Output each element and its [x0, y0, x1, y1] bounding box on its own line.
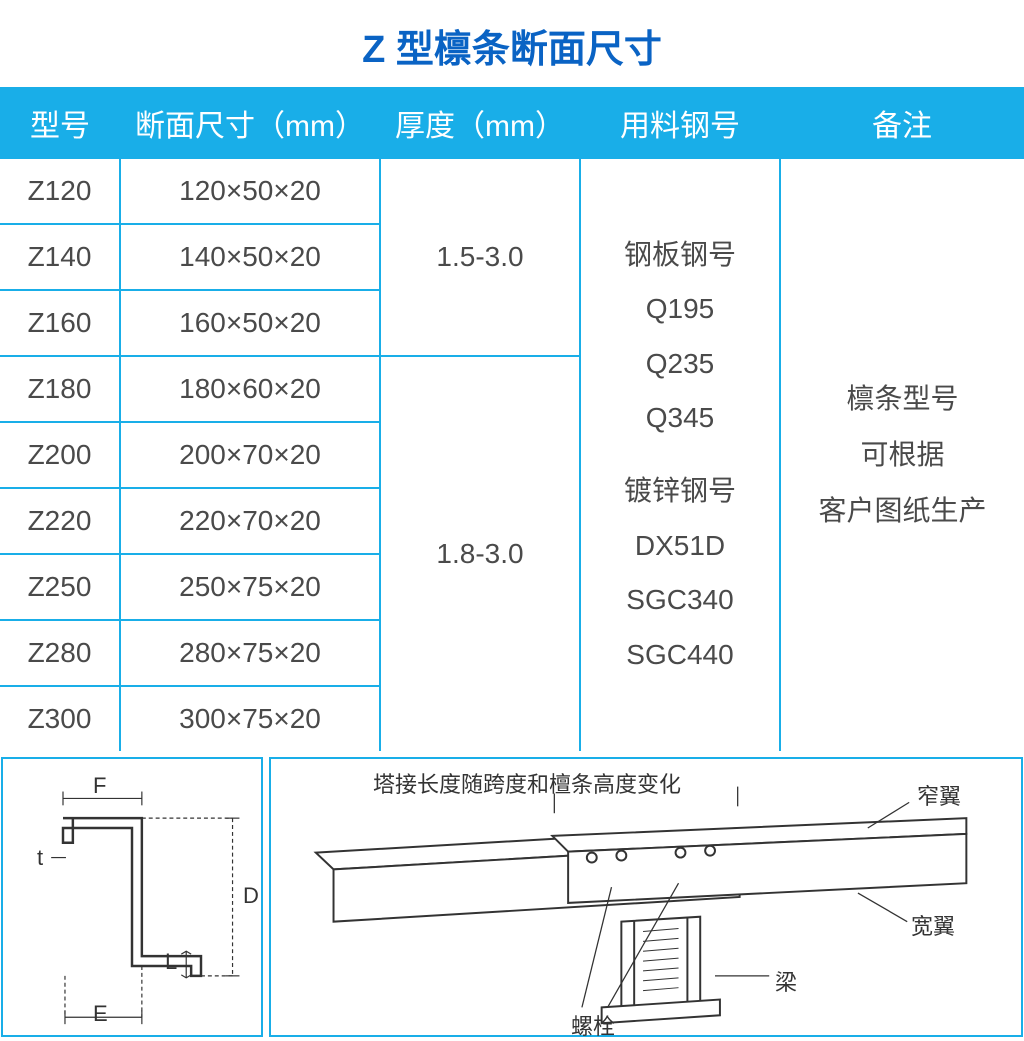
label-wide-flange: 宽翼: [911, 909, 955, 941]
label-L: L: [165, 949, 177, 975]
th-remarks: 备注: [780, 87, 1024, 159]
table-header-row: 型号 断面尺寸（mm） 厚度（mm） 用料钢号 备注: [0, 87, 1024, 159]
cell-dimensions: 160×50×20: [120, 290, 380, 356]
cell-model: Z120: [0, 159, 120, 224]
label-bolt: 螺栓: [571, 1009, 615, 1041]
cell-model: Z280: [0, 620, 120, 686]
label-D: D: [243, 883, 259, 909]
th-steel: 用料钢号: [580, 87, 780, 159]
cell-model: Z250: [0, 554, 120, 620]
cell-dimensions: 280×75×20: [120, 620, 380, 686]
table-row: Z120120×50×201.5-3.0钢板钢号Q195Q235Q345镀锌钢号…: [0, 159, 1024, 224]
spec-table: 型号 断面尺寸（mm） 厚度（mm） 用料钢号 备注 Z120120×50×20…: [0, 87, 1024, 751]
cell-remarks: 檩条型号可根据客户图纸生产: [780, 159, 1024, 751]
label-beam: 梁: [775, 965, 797, 997]
cell-thickness: 1.5-3.0: [380, 159, 580, 356]
cell-dimensions: 220×70×20: [120, 488, 380, 554]
cell-model: Z180: [0, 356, 120, 422]
label-narrow-flange: 窄翼: [917, 779, 961, 811]
cell-dimensions: 140×50×20: [120, 224, 380, 290]
cell-dimensions: 180×60×20: [120, 356, 380, 422]
assembly-title: 塔接长度随跨度和檀条高度变化: [373, 767, 681, 799]
cell-dimensions: 300×75×20: [120, 686, 380, 751]
label-E: E: [93, 1001, 108, 1027]
cell-model: Z220: [0, 488, 120, 554]
th-model: 型号: [0, 87, 120, 159]
label-F: F: [93, 773, 106, 799]
th-dimensions: 断面尺寸（mm）: [120, 87, 380, 159]
assembly-diagram: 塔接长度随跨度和檀条高度变化 窄翼 宽翼 梁 螺栓: [269, 757, 1023, 1037]
cell-dimensions: 200×70×20: [120, 422, 380, 488]
cell-dimensions: 250×75×20: [120, 554, 380, 620]
cell-model: Z140: [0, 224, 120, 290]
section-diagram: F t D L E: [1, 757, 263, 1037]
label-t: t: [37, 845, 43, 871]
cell-steel-grades: 钢板钢号Q195Q235Q345镀锌钢号DX51DSGC340SGC440: [580, 159, 780, 751]
cell-model: Z200: [0, 422, 120, 488]
cell-dimensions: 120×50×20: [120, 159, 380, 224]
diagrams-row: F t D L E: [0, 757, 1024, 1037]
cell-thickness: 1.8-3.0: [380, 356, 580, 751]
cell-model: Z160: [0, 290, 120, 356]
cell-model: Z300: [0, 686, 120, 751]
page-title: Z 型檩条断面尺寸: [0, 0, 1024, 87]
th-thickness: 厚度（mm）: [380, 87, 580, 159]
